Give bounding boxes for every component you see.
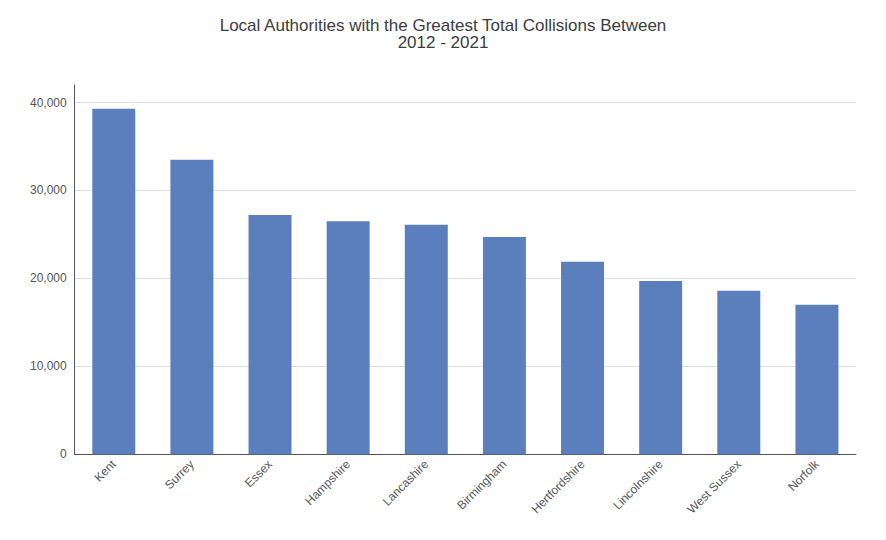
svg-text:30,000: 30,000 xyxy=(30,183,67,197)
svg-text:0: 0 xyxy=(60,447,67,461)
svg-text:Birmingham: Birmingham xyxy=(454,457,509,512)
svg-text:Hampshire: Hampshire xyxy=(302,457,353,508)
svg-text:Kent: Kent xyxy=(91,457,119,485)
svg-text:Norfolk: Norfolk xyxy=(785,457,822,494)
svg-text:20,000: 20,000 xyxy=(30,271,67,285)
svg-text:Lancashire: Lancashire xyxy=(380,457,432,509)
svg-text:Surrey: Surrey xyxy=(162,457,197,492)
svg-text:Local Authorities with the Gre: Local Authorities with the Greatest Tota… xyxy=(219,16,667,35)
svg-text:10,000: 10,000 xyxy=(30,359,67,373)
svg-text:Lincolnshire: Lincolnshire xyxy=(610,457,665,512)
svg-text:40,000: 40,000 xyxy=(30,96,67,110)
svg-text:West Sussex: West Sussex xyxy=(685,457,744,516)
svg-text:Hertfordshire: Hertfordshire xyxy=(529,457,588,516)
svg-text:2012 - 2021: 2012 - 2021 xyxy=(398,33,489,52)
svg-text:Essex: Essex xyxy=(242,457,275,490)
